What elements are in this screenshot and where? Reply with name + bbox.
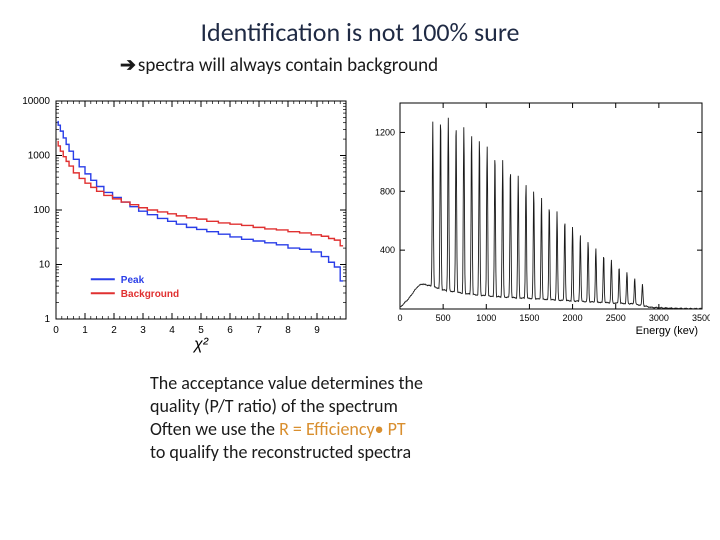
svg-text:7: 7 [256, 325, 262, 336]
svg-text:10000: 10000 [22, 96, 50, 107]
svg-text:1000: 1000 [476, 313, 496, 323]
right-chart: 400 800 1200 0 500 1000 1500 2000 2500 3000 3500 En… [360, 95, 710, 342]
arrow-icon: ➔ [120, 55, 136, 76]
page-title: Identification is not 100% sure [0, 0, 720, 48]
svg-text:400: 400 [380, 245, 395, 255]
svg-text:5: 5 [198, 325, 204, 336]
body-line-2: quality (P/T ratio) of the spectrum [150, 395, 640, 418]
svg-text:0: 0 [397, 313, 402, 323]
chi2-histogram: 1101001000100000123456789χ²PeakBackgroun… [12, 95, 352, 353]
svg-text:9: 9 [314, 325, 320, 336]
svg-text:6: 6 [227, 325, 233, 336]
svg-text:800: 800 [380, 186, 395, 196]
svg-text:500: 500 [436, 313, 451, 323]
body-line-3a: Often we use the [150, 418, 279, 440]
svg-text:3000: 3000 [649, 313, 669, 323]
svg-text:2500: 2500 [606, 313, 626, 323]
body-line-3: Often we use the R = Efficiency• PT [150, 418, 640, 441]
svg-text:4: 4 [169, 325, 175, 336]
svg-text:0: 0 [53, 325, 59, 336]
svg-text:1: 1 [82, 325, 88, 336]
svg-text:Peak: Peak [121, 275, 145, 286]
left-chart: 1101001000100000123456789χ²PeakBackgroun… [12, 95, 352, 358]
body-text: The acceptance value determines the qual… [0, 358, 720, 464]
svg-text:2: 2 [111, 325, 117, 336]
body-line-4: to qualify the reconstructed spectra [150, 441, 640, 464]
svg-text:3: 3 [140, 325, 146, 336]
svg-text:10: 10 [39, 260, 51, 271]
subtitle-text: spectra will always contain background [138, 54, 438, 77]
body-line-1: The acceptance value determines the [150, 372, 640, 395]
svg-text:8: 8 [285, 325, 291, 336]
energy-spectrum: 400 800 1200 0 500 1000 1500 2000 2500 3000 3500 En… [360, 95, 710, 337]
svg-text:1000: 1000 [28, 151, 51, 162]
svg-text:3500: 3500 [692, 313, 710, 323]
svg-text:1500: 1500 [519, 313, 539, 323]
svg-text:100: 100 [33, 205, 50, 216]
svg-text:Energy (kev): Energy (kev) [636, 325, 698, 337]
svg-text:2000: 2000 [563, 313, 583, 323]
svg-text:1200: 1200 [375, 127, 395, 137]
svg-text:χ²: χ² [192, 336, 209, 353]
subtitle: ➔spectra will always contain background [0, 54, 720, 77]
svg-text:1: 1 [44, 314, 50, 325]
charts-row: 1101001000100000123456789χ²PeakBackgroun… [0, 77, 720, 358]
svg-text:Background: Background [121, 289, 179, 300]
formula-r: R = Efficiency• PT [279, 418, 406, 440]
